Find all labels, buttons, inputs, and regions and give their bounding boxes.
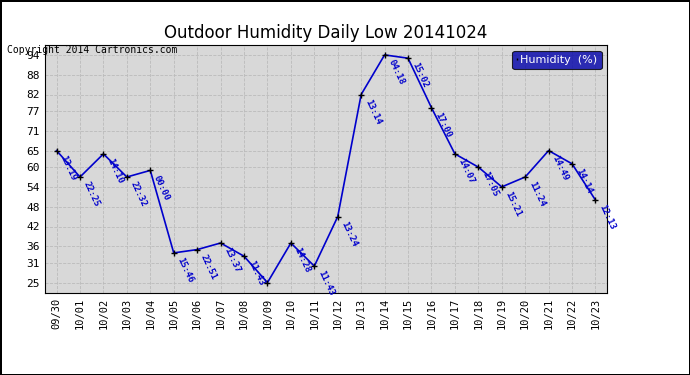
- Text: 22:51: 22:51: [199, 253, 219, 281]
- Text: 13:19: 13:19: [59, 154, 78, 182]
- Text: 13:24: 13:24: [339, 220, 359, 248]
- Text: 14:07: 14:07: [457, 157, 476, 185]
- Legend: Humidity  (%): Humidity (%): [512, 51, 602, 69]
- Text: 17:00: 17:00: [433, 111, 453, 139]
- Title: Outdoor Humidity Daily Low 20141024: Outdoor Humidity Daily Low 20141024: [164, 24, 488, 42]
- Text: 13:37: 13:37: [222, 246, 242, 274]
- Text: 11:43: 11:43: [246, 260, 266, 288]
- Text: 12:13: 12:13: [598, 203, 617, 231]
- Text: 22:25: 22:25: [82, 180, 101, 209]
- Text: 11:24: 11:24: [527, 180, 546, 209]
- Text: 15:46: 15:46: [175, 256, 195, 284]
- Text: 04:18: 04:18: [386, 58, 406, 86]
- Text: 13:14: 13:14: [363, 98, 382, 126]
- Text: 14:14: 14:14: [574, 167, 593, 195]
- Text: 15:02: 15:02: [410, 62, 429, 90]
- Text: Copyright 2014 Cartronics.com: Copyright 2014 Cartronics.com: [7, 45, 177, 55]
- Text: 22:32: 22:32: [129, 180, 148, 209]
- Text: 14:28: 14:28: [293, 246, 313, 274]
- Text: 15:21: 15:21: [504, 190, 523, 218]
- Text: 11:43: 11:43: [316, 269, 336, 297]
- Text: 17:05: 17:05: [480, 170, 500, 198]
- Text: 14:10: 14:10: [106, 157, 125, 185]
- Text: 14:49: 14:49: [551, 154, 570, 182]
- Text: 00:00: 00:00: [152, 174, 172, 202]
